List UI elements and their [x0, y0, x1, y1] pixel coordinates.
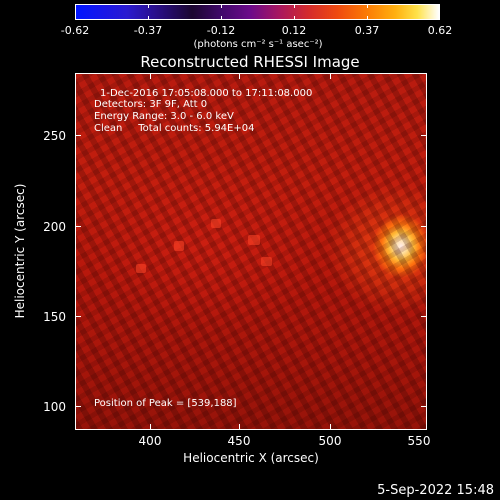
timestamp: 5-Sep-2022 15:48: [377, 483, 494, 498]
colorbar-tick: [221, 16, 222, 20]
colorbar-tick: [221, 4, 222, 8]
x-tick: [330, 424, 331, 430]
y-tick-label: 150: [43, 310, 66, 324]
colorbar-tick-label: -0.62: [60, 24, 90, 37]
colorbar-tick: [148, 16, 149, 20]
colorbar-tick: [367, 16, 368, 20]
colorbar-tick-label: 0.37: [354, 24, 380, 37]
detectors-label: Detectors: 3F 9F, Att 0: [94, 99, 208, 110]
x-axis-title: Heliocentric X (arcsec): [183, 451, 319, 465]
y-tick: [421, 316, 427, 317]
colorbar-tick: [75, 4, 76, 8]
y-tick-label: 200: [43, 220, 66, 234]
x-tick-label: 400: [138, 434, 162, 448]
colorbar-tick: [148, 4, 149, 8]
y-tick: [75, 135, 81, 136]
x-tick-label: 500: [318, 434, 342, 448]
image-feature: [261, 257, 272, 266]
colorbar-tick-label: 0.62: [427, 24, 453, 37]
y-tick: [75, 226, 81, 227]
image-feature: [248, 235, 260, 245]
energy-range-label: Energy Range: 3.0 - 6.0 keV: [94, 111, 234, 122]
y-tick: [75, 316, 81, 317]
colorbar-tick: [294, 16, 295, 20]
image-feature: [136, 264, 146, 273]
colorbar: [75, 4, 440, 20]
time-range-label: 1-Dec-2016 17:05:08.000 to 17:11:08.000: [100, 88, 313, 99]
image-feature: [174, 241, 184, 251]
y-tick: [421, 406, 427, 407]
rhessi-image: [75, 73, 427, 430]
x-tick: [150, 424, 151, 430]
image-texture: [76, 74, 426, 429]
y-tick-label: 100: [43, 400, 66, 414]
image-feature: [211, 219, 221, 228]
clean-counts-label: Clean Total counts: 5.94E+04: [94, 123, 255, 134]
y-tick: [421, 135, 427, 136]
colorbar-tick: [367, 4, 368, 8]
colorbar-tick-label: 0.12: [281, 24, 307, 37]
y-tick: [421, 226, 427, 227]
x-tick-label: 550: [407, 434, 431, 448]
x-tick: [239, 424, 240, 430]
y-axis-title: Heliocentric Y (arcsec): [13, 183, 27, 319]
x-tick: [330, 73, 331, 79]
colorbar-tick-label: -0.37: [133, 24, 163, 37]
colorbar-tick: [294, 4, 295, 8]
x-tick-label: 450: [227, 434, 251, 448]
y-tick-label: 250: [43, 129, 66, 143]
colorbar-units: (photons cm⁻² s⁻¹ asec⁻²): [193, 39, 323, 50]
y-tick: [75, 406, 81, 407]
plot-title: Reconstructed RHESSI Image: [140, 53, 360, 71]
x-tick: [239, 73, 240, 79]
x-tick: [150, 73, 151, 79]
colorbar-tick-label: -0.12: [206, 24, 236, 37]
peak-position-label: Position of Peak = [539,188]: [94, 398, 237, 409]
